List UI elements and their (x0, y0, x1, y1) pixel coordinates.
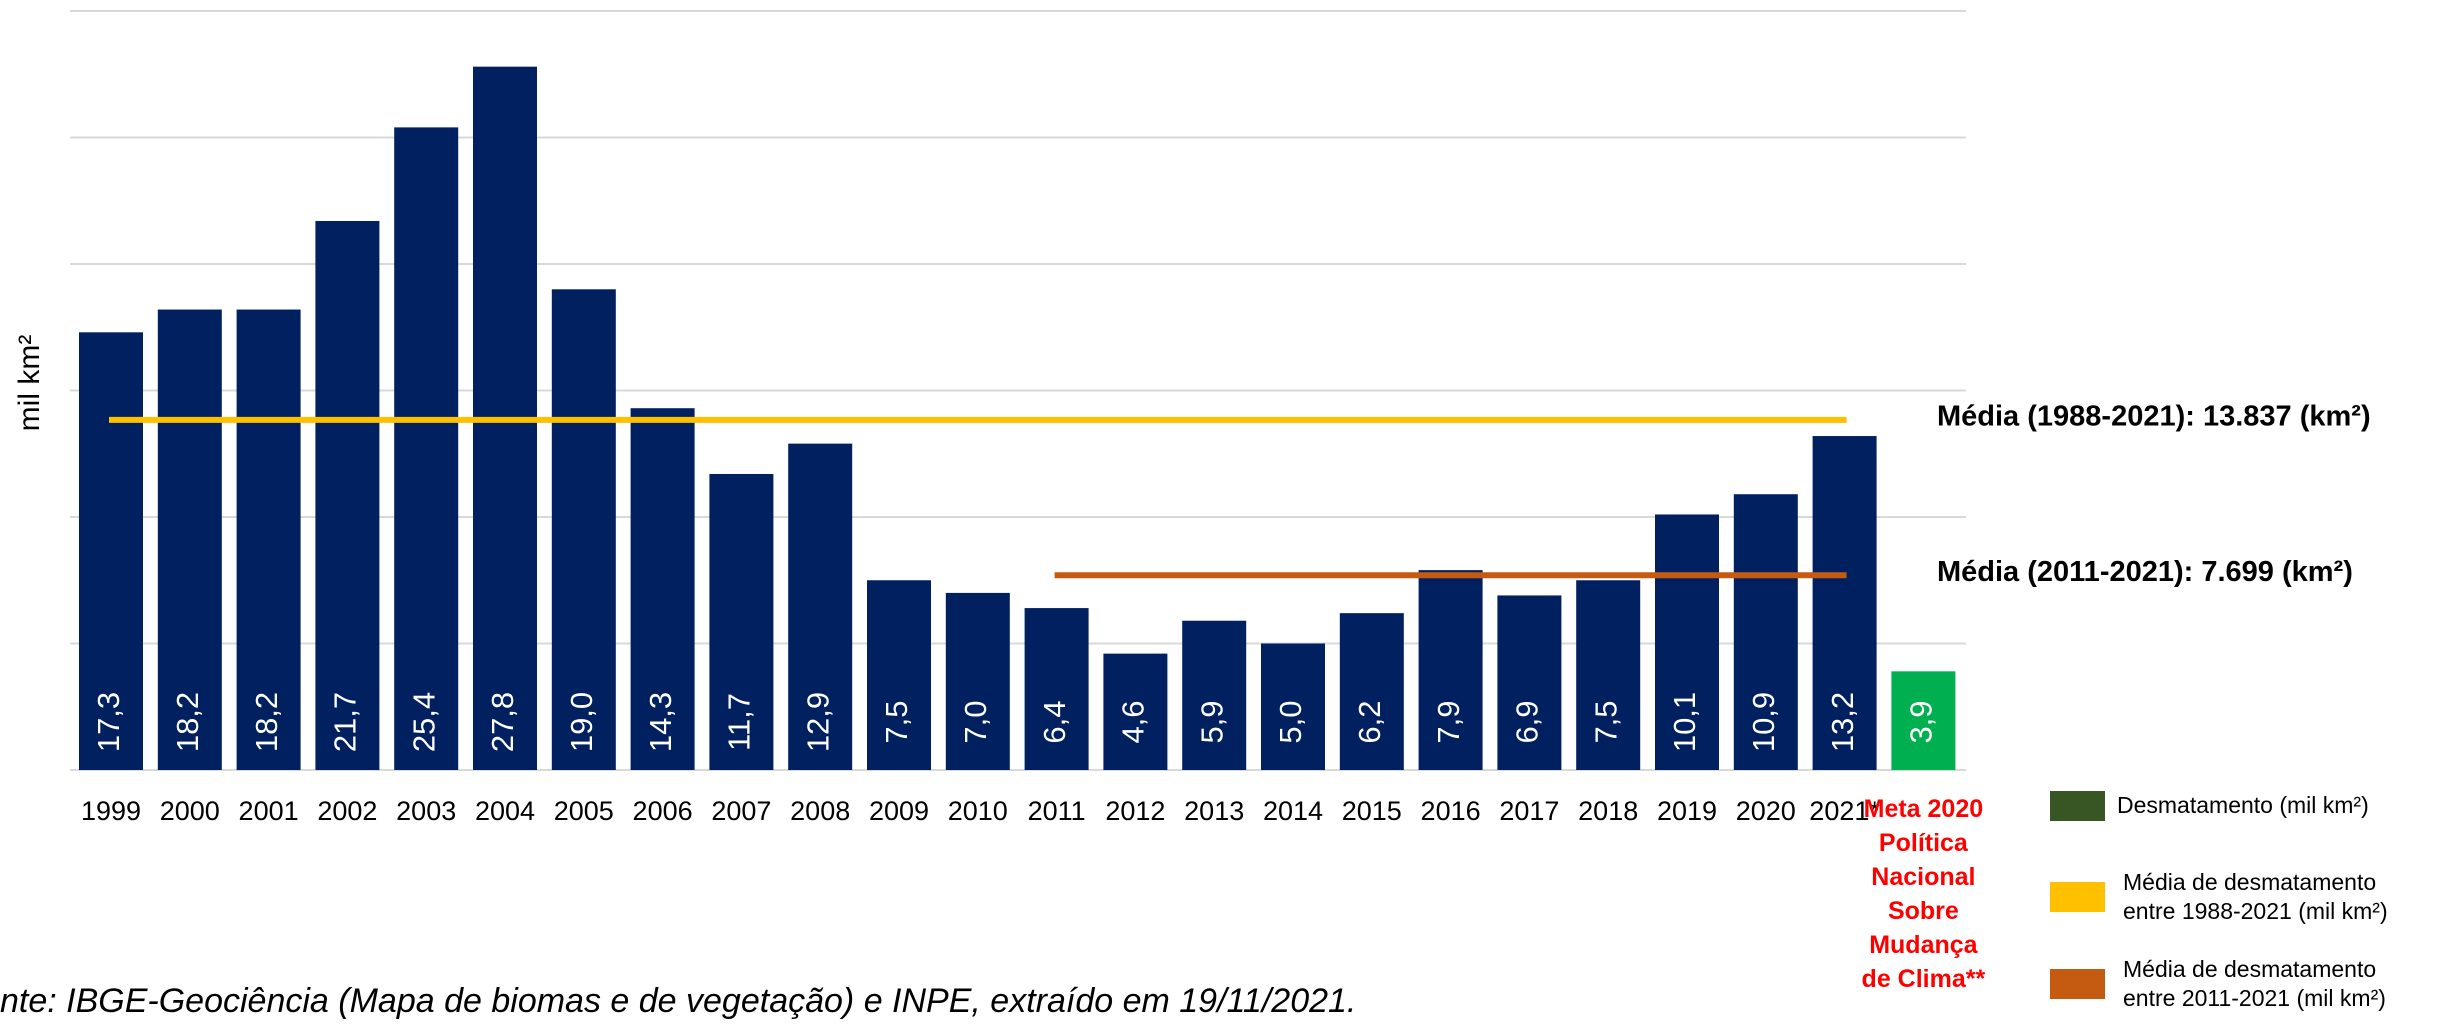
bar (1261, 643, 1325, 770)
x-tick-label: 2009 (869, 796, 929, 826)
legend-swatch (2050, 791, 2105, 821)
bar (1339, 613, 1404, 770)
value-label: 5,9 (1194, 700, 1229, 743)
bar (867, 580, 931, 770)
x-tick-label: 2004 (475, 796, 535, 826)
value-label: 11,7 (722, 693, 757, 751)
bar (79, 332, 143, 770)
x-tick-label: 2005 (554, 796, 614, 826)
source-note: nte: IBGE-Geociência (Mapa de biomas e d… (0, 982, 1356, 1020)
x-tick-label: 2012 (1105, 796, 1165, 826)
x-tick-label: 2016 (1421, 796, 1481, 826)
x-tick-label: 2006 (633, 796, 693, 826)
x-tick-label: 2013 (1184, 796, 1244, 826)
bar (315, 220, 380, 771)
value-label: 27,8 (485, 692, 520, 752)
bar (1733, 494, 1798, 770)
bar (1418, 570, 1483, 770)
bar (1812, 436, 1877, 770)
x-tick-label: 2021* (1809, 796, 1880, 826)
bar (1024, 608, 1089, 770)
value-label: 19,0 (564, 692, 599, 752)
bar (157, 309, 222, 770)
x-tick-label: 2015 (1342, 796, 1402, 826)
value-label: 4,6 (1116, 700, 1151, 743)
x-tick-label: 2002 (317, 796, 377, 826)
legend-label: Desmatamento (mil km²) (2117, 792, 2369, 818)
x-tick-label: 2011 (1028, 796, 1086, 826)
value-label: 6,4 (1037, 700, 1072, 743)
bar (551, 289, 616, 770)
x-tick-label: 2000 (160, 796, 220, 826)
bar (945, 592, 1010, 770)
reference-label: Média (2011-2021): 7.699 (km²) (1937, 556, 2353, 588)
value-label: 6,9 (1510, 700, 1545, 743)
bar (1891, 671, 1956, 770)
x-tick-label: 2017 (1499, 796, 1559, 826)
bar (709, 473, 774, 770)
value-label: 7,5 (1588, 700, 1623, 743)
x-tick-label: 2014 (1263, 796, 1323, 826)
target-label: Meta 2020 Política Nacional Sobre Mudanç… (1861, 795, 1986, 993)
value-label: 12,9 (800, 692, 835, 752)
bar (788, 443, 853, 770)
x-tick-label: 1999 (81, 796, 141, 826)
value-label: 10,9 (1746, 692, 1781, 752)
value-label: 7,0 (958, 700, 993, 743)
y-axis-label: mil km² (13, 335, 46, 432)
bar (630, 408, 695, 770)
reference-label: Média (1988-2021): 13.837 (km²) (1937, 401, 2371, 433)
legend-swatch (2050, 882, 2105, 912)
x-tick-label: 2018 (1578, 796, 1638, 826)
value-label: 10,1 (1667, 692, 1702, 752)
value-label: 5,0 (1273, 700, 1308, 743)
legend-label: Média de desmatamento entre 1988-2021 (m… (2123, 869, 2388, 924)
value-label: 13,2 (1825, 692, 1860, 752)
value-label: 18,2 (249, 692, 284, 752)
x-tick-label: 2007 (711, 796, 771, 826)
x-tick-label: 2003 (396, 796, 456, 826)
legend-swatch (2050, 969, 2105, 999)
value-label: 18,2 (170, 692, 205, 752)
x-tick-label: 2008 (790, 796, 850, 826)
value-label: 6,2 (1352, 700, 1387, 743)
x-tick-label: 2019 (1657, 796, 1717, 826)
bar (394, 127, 459, 770)
value-label: 7,9 (1431, 700, 1466, 743)
value-label: 17,3 (91, 692, 126, 752)
value-label: 25,4 (406, 692, 441, 752)
x-tick-label: 2001 (239, 796, 299, 826)
value-label: 7,5 (879, 700, 914, 743)
bar (236, 309, 301, 770)
bar (1655, 514, 1719, 770)
bar (1103, 653, 1168, 770)
bar (1497, 595, 1562, 770)
value-label: 3,9 (1904, 700, 1939, 743)
legend-label: Média de desmatamento entre 2011-2021 (m… (2123, 956, 2386, 1011)
bar (1576, 580, 1641, 770)
bar (1182, 620, 1247, 770)
value-label: 21,7 (328, 692, 363, 752)
x-tick-label: 2020 (1736, 796, 1796, 826)
x-tick-label: 2010 (948, 796, 1008, 826)
value-label: 14,3 (643, 692, 678, 752)
